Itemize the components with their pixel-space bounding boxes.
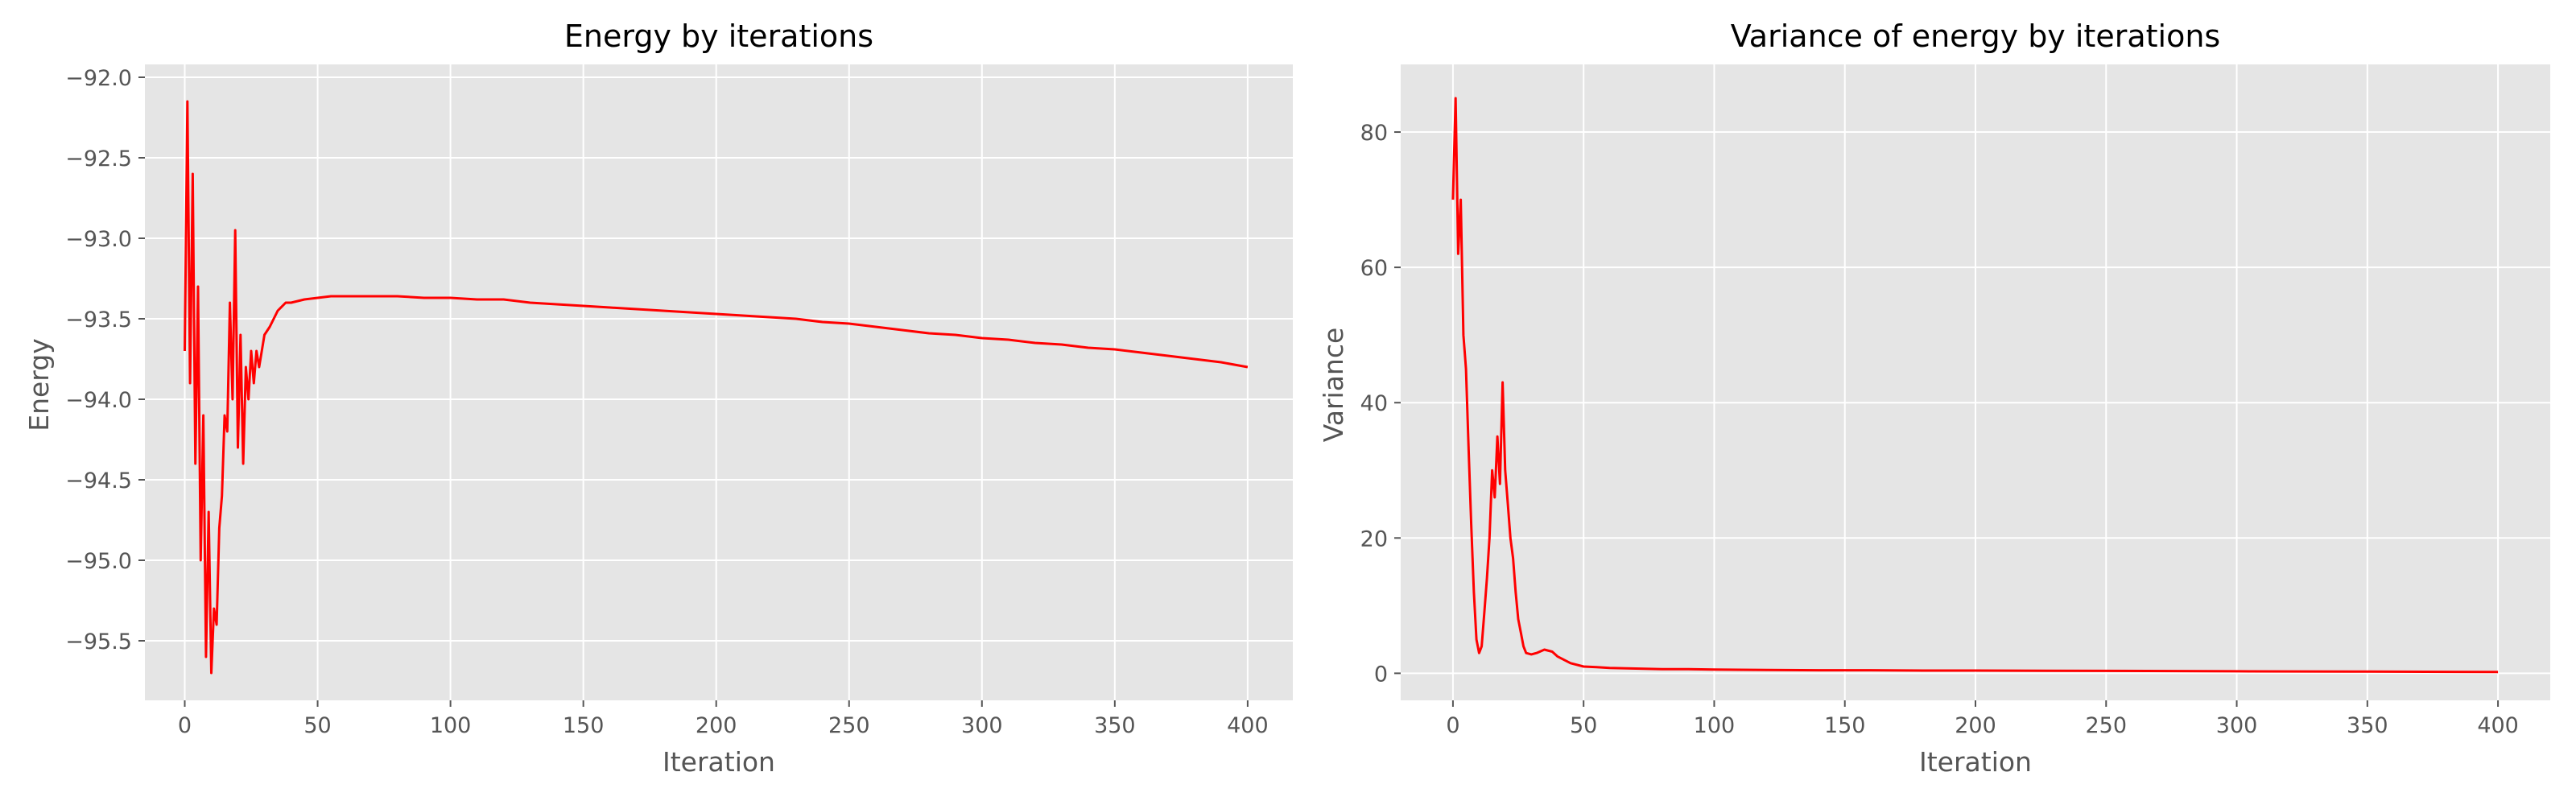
- y-tick-label: −93.0: [65, 227, 132, 252]
- x-tick-label: 150: [563, 713, 605, 738]
- x-tick-label: 400: [2477, 713, 2519, 738]
- x-tick-label: 200: [696, 713, 737, 738]
- energy-x-axis-label: Iteration: [663, 746, 775, 778]
- energy-grid: [145, 64, 1293, 700]
- variance-y-axis-label: Variance: [1318, 328, 1349, 443]
- y-tick-label: 60: [1360, 256, 1388, 281]
- y-tick-label: −94.0: [65, 388, 132, 413]
- y-tick-label: −95.5: [65, 630, 132, 654]
- variance-subplot: 0 50 100 150 200 250 300 350 400 0 20 40 60 80 Varian…: [1318, 19, 2550, 778]
- energy-plot-background: [145, 64, 1293, 700]
- x-tick-label: 350: [1094, 713, 1136, 738]
- x-tick-label: 250: [828, 713, 870, 738]
- y-tick-label: 40: [1360, 391, 1388, 416]
- x-tick-label: 0: [1446, 713, 1459, 738]
- x-tick-label: 100: [430, 713, 472, 738]
- y-tick-label: 80: [1360, 121, 1388, 146]
- variance-x-axis-label: Iteration: [1919, 746, 2032, 778]
- variance-grid: [1401, 64, 2550, 700]
- y-tick-label: −94.5: [65, 469, 132, 493]
- energy-subplot: 0 50 100 150 200 250 300 350 400 −95.5 −95.0 −94.5 −…: [23, 19, 1293, 778]
- x-tick-label: 50: [303, 713, 331, 738]
- energy-chart-title: Energy by iterations: [564, 19, 873, 54]
- x-tick-label: 300: [961, 713, 1003, 738]
- x-tick-label: 100: [1694, 713, 1736, 738]
- variance-data-marks: [1451, 97, 2499, 674]
- x-tick-label: 200: [1955, 713, 1996, 738]
- energy-tick-labels: 0 50 100 150 200 250 300 350 400 −95.5 −95.0 −94.5 −…: [65, 66, 1268, 738]
- x-tick-label: 50: [1570, 713, 1597, 738]
- y-tick-label: −92.0: [65, 66, 132, 91]
- series-line: [184, 100, 1249, 675]
- y-tick-label: −92.5: [65, 147, 132, 171]
- x-tick-label: 300: [2216, 713, 2258, 738]
- y-tick-label: 0: [1374, 662, 1388, 687]
- x-tick-label: 400: [1227, 713, 1269, 738]
- x-tick-label: 350: [2347, 713, 2388, 738]
- x-tick-label: 150: [1824, 713, 1866, 738]
- x-tick-label: 250: [2085, 713, 2127, 738]
- y-tick-label: −93.5: [65, 308, 132, 332]
- variance-tick-labels: 0 50 100 150 200 250 300 350 400 0 20 40 60 80: [1360, 121, 2519, 738]
- y-tick-label: 20: [1360, 526, 1388, 551]
- variance-chart-title: Variance of energy by iterations: [1731, 19, 2220, 54]
- series-line: [1451, 97, 2499, 674]
- y-tick-label: −95.0: [65, 549, 132, 574]
- energy-y-axis-label: Energy: [23, 338, 55, 431]
- x-tick-label: 0: [178, 713, 192, 738]
- energy-data-marks: [184, 100, 1249, 675]
